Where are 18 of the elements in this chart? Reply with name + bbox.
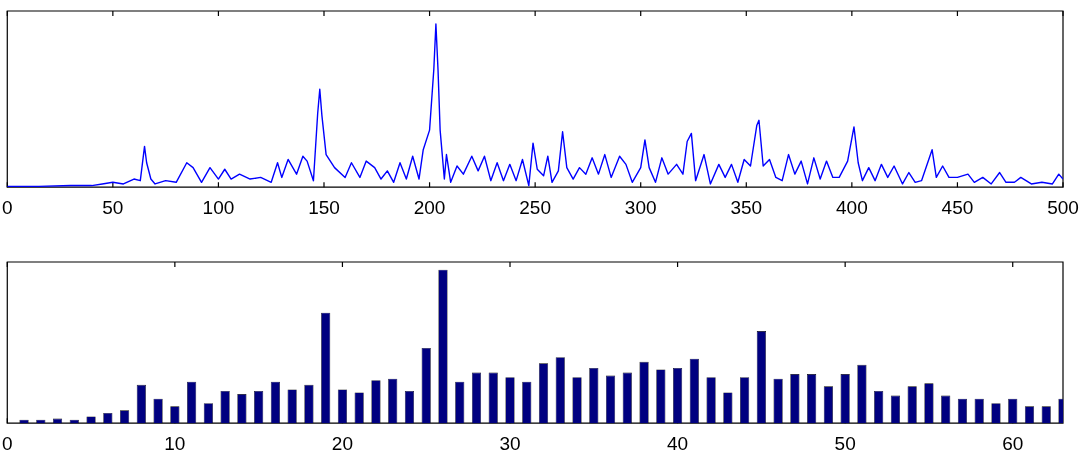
x-tick-label: 0 <box>1 432 13 454</box>
x-tick-label: 30 <box>499 432 521 454</box>
x-tick-label: 10 <box>164 432 186 454</box>
x-tick-label: 60 <box>1002 432 1024 454</box>
x-tick-label: 450 <box>941 196 974 218</box>
x-tick-label: 50 <box>834 432 856 454</box>
x-tick-label: 300 <box>624 196 657 218</box>
x-tick-label: 150 <box>308 196 340 218</box>
x-tick-label: 100 <box>202 196 235 218</box>
x-tick-label: 250 <box>519 196 551 218</box>
x-tick-label: 20 <box>331 432 353 454</box>
x-tick-label: 40 <box>667 432 689 454</box>
x-tick-label: 200 <box>413 196 446 218</box>
x-tick-label: 500 <box>1047 196 1079 218</box>
x-tick-label: 350 <box>730 196 763 218</box>
x-tick-label: 0 <box>1 196 13 218</box>
x-tick-label: 400 <box>836 196 868 218</box>
x-tick-label: 50 <box>102 196 124 218</box>
